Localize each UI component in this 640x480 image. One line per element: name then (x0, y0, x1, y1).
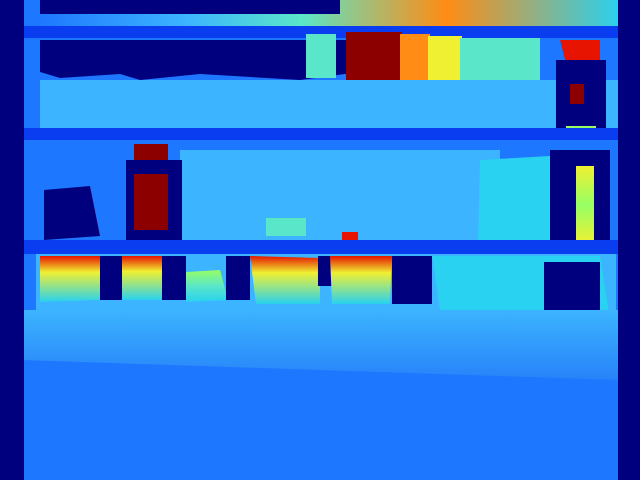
middle-right-post (576, 166, 594, 244)
lower-bin-2 (122, 256, 162, 300)
middle-shelf-small-red (342, 232, 358, 240)
upper-shelf-aqua-object (460, 38, 540, 80)
shelf-divider-2 (22, 128, 618, 140)
upper-right-hot-strip (570, 84, 584, 104)
lower-gap-2 (162, 256, 186, 300)
middle-shelf-red-object (134, 174, 168, 230)
lower-bin-5 (330, 256, 392, 304)
middle-shelf-left-dark (44, 186, 100, 240)
lower-bin-1 (40, 256, 100, 302)
right-border-invalid (618, 0, 640, 480)
middle-shelf-light-area (180, 150, 500, 240)
lower-gap-3 (226, 256, 250, 300)
middle-shelf-red-top (134, 144, 168, 160)
upper-shelf-yellow-object (428, 36, 462, 80)
lower-gap-4 (318, 256, 332, 286)
upper-shelf-light-lip (40, 80, 620, 132)
left-border-invalid (0, 0, 24, 480)
top-invalid-strip (40, 0, 340, 14)
middle-shelf-small-cyan (266, 218, 306, 236)
lower-gap-5 (392, 256, 432, 304)
upper-shelf-orange-object (400, 34, 430, 80)
middle-shelf-cyan-panel (478, 156, 550, 244)
lower-bin-4 (250, 256, 320, 304)
lower-right-dark-gap (544, 262, 600, 312)
upper-shelf-small-cyan-box (306, 34, 336, 78)
shelf-divider-3 (22, 240, 618, 254)
floor-near-region (22, 360, 618, 480)
lower-gap-1 (100, 256, 122, 300)
upper-shelf-hot-object (346, 32, 402, 80)
